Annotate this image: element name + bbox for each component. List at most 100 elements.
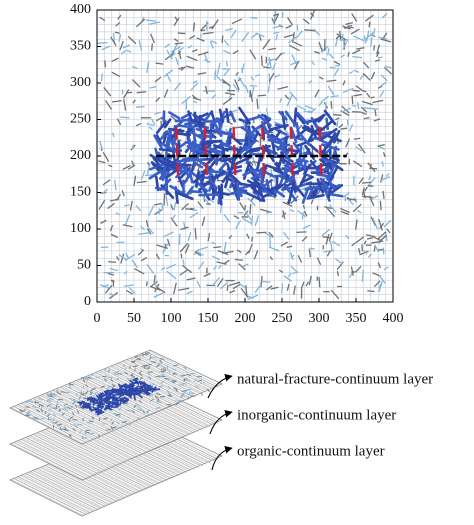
natural-fracture — [318, 76, 324, 80]
natural-fracture — [281, 283, 284, 294]
natural-fracture — [147, 227, 155, 235]
layer-fracture — [111, 426, 117, 429]
natural-fracture — [239, 202, 245, 210]
natural-fracture — [150, 33, 155, 44]
stimulated-fracture — [213, 128, 233, 136]
natural-fracture — [318, 101, 323, 107]
layer-fracture — [118, 414, 121, 419]
layer-diagram: organic-continuum layer inorganic-continu… — [9, 349, 433, 517]
natural-fracture — [238, 77, 246, 87]
natural-fracture — [293, 41, 303, 47]
layer-fracture — [49, 397, 54, 401]
natural-fracture — [378, 36, 388, 40]
natural-fracture — [271, 62, 277, 71]
layer-fracture — [115, 413, 121, 417]
natural-fracture — [318, 276, 321, 288]
natural-fracture — [379, 275, 386, 284]
layer-fracture — [133, 404, 136, 409]
layer-fracture — [25, 411, 29, 415]
natural-fracture — [197, 51, 209, 56]
layer-mesh — [75, 418, 217, 478]
stimulated-fracture — [308, 143, 319, 153]
layer-stimulated — [128, 387, 135, 390]
layer-fracture — [161, 369, 167, 373]
layer-fracture — [185, 379, 191, 382]
natural-fracture — [347, 51, 350, 57]
natural-fracture — [137, 249, 144, 256]
natural-fracture — [103, 87, 112, 97]
layer-fracture — [121, 421, 127, 423]
stimulated-fracture — [323, 109, 337, 126]
layer-fracture — [64, 426, 67, 430]
natural-fracture — [170, 115, 177, 121]
stimulated-fracture — [233, 179, 238, 192]
stimulated-fracture — [225, 127, 232, 148]
natural-fracture — [280, 52, 286, 56]
natural-fracture — [125, 252, 130, 260]
natural-fracture — [145, 281, 148, 287]
natural-fracture — [247, 197, 256, 207]
natural-fracture — [367, 162, 376, 173]
layer-fracture — [72, 412, 75, 416]
natural-fracture — [351, 242, 356, 247]
natural-fracture — [367, 253, 372, 258]
natural-fracture — [216, 278, 224, 287]
natural-fracture — [194, 227, 197, 240]
natural-fracture — [217, 264, 222, 270]
natural-fracture — [195, 250, 204, 256]
natural-fracture — [223, 67, 231, 77]
stimulated-fracture — [179, 166, 191, 180]
natural-fracture — [378, 218, 383, 231]
stimulated-fracture — [273, 168, 290, 178]
layer-fracture — [126, 377, 130, 382]
natural-fracture — [153, 275, 156, 283]
x-tick-label: 250 — [272, 311, 293, 326]
stimulated-fracture — [250, 125, 261, 135]
natural-fracture — [356, 47, 365, 50]
layer-stimulated — [121, 383, 127, 388]
natural-fracture — [340, 54, 346, 59]
stimulated-fracture — [329, 193, 344, 198]
natural-fracture — [363, 240, 367, 245]
natural-fracture — [361, 100, 373, 106]
stimulated-fracture — [175, 132, 192, 137]
layer-fracture — [106, 386, 111, 390]
natural-fracture — [342, 80, 346, 86]
stimulated-fracture — [207, 157, 218, 171]
layer-fracture — [39, 417, 45, 420]
natural-fracture — [377, 85, 383, 89]
layer-stimulated — [141, 384, 147, 390]
natural-fracture — [170, 45, 182, 53]
layer-stimulated — [85, 402, 92, 406]
y-tick-label: 0 — [84, 294, 91, 309]
stimulated-fracture — [327, 182, 333, 199]
layer-stimulated — [122, 391, 128, 396]
stimulated-fracture — [209, 125, 213, 142]
y-tick-label: 350 — [70, 39, 91, 54]
stimulated-fracture — [168, 111, 181, 120]
natural-fracture — [178, 287, 190, 291]
layer-fracture — [87, 377, 89, 381]
natural-fracture — [292, 271, 299, 275]
natural-fracture — [189, 211, 199, 219]
layer-mesh — [69, 451, 211, 511]
natural-fracture — [242, 217, 253, 225]
layer-stimulated — [111, 390, 118, 394]
stimulated-fracture — [172, 151, 177, 164]
natural-fracture — [108, 164, 113, 168]
hydraulic-fracture — [232, 127, 237, 182]
natural-fracture — [268, 47, 277, 51]
natural-fracture — [342, 87, 354, 94]
natural-fracture — [115, 22, 121, 27]
natural-fracture — [310, 60, 315, 66]
layer-fracture — [149, 398, 154, 402]
layer-fracture — [83, 377, 88, 381]
natural-fracture — [336, 271, 340, 277]
stimulated-fracture — [150, 161, 164, 171]
natural-fracture — [194, 250, 202, 257]
layer-stimulated — [145, 387, 152, 391]
layer-fracture — [114, 370, 120, 374]
natural-fracture — [378, 283, 382, 289]
natural-fracture — [382, 152, 386, 158]
natural-fracture — [189, 34, 196, 40]
